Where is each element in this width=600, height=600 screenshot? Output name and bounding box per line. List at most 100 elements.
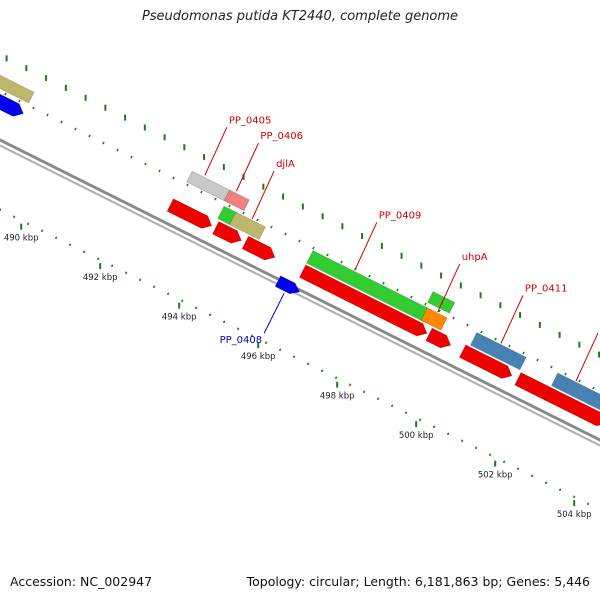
tick-dot-outer: [152, 285, 156, 289]
tick-dot-outer: [432, 425, 436, 429]
label-leader-PP_0412: [575, 332, 599, 382]
tick-dot-inner: [452, 316, 455, 320]
tick-dot-outer: [0, 208, 2, 212]
ruler-label: 504 kbp: [557, 510, 592, 520]
ruler-label: 492 kbp: [83, 273, 118, 283]
tick-dot-inner: [242, 211, 245, 215]
tick-dot-inner: [536, 358, 539, 362]
gene-label-PP_0406: PP_0406: [260, 131, 303, 142]
tick-dot-inner: [4, 92, 7, 96]
ruler-label: 494 kbp: [162, 313, 197, 323]
feature-uhpA-box: [420, 307, 448, 331]
tick-dot-inner: [550, 365, 553, 369]
tick-dot-inner: [102, 141, 105, 145]
feature-PP_0411-red: [459, 344, 513, 379]
backbone-line-shadow: [0, 144, 600, 447]
feature-blue-left: [0, 93, 24, 117]
tick-dot-outer: [236, 327, 240, 331]
outer-tick: [479, 292, 482, 299]
tick-dot-inner: [32, 106, 35, 110]
outer-tick: [400, 252, 403, 259]
ruler-tick: [20, 223, 23, 230]
tick-dot-outer: [222, 320, 226, 324]
tick-dot-outer: [320, 369, 324, 373]
ruler-label: 490 kbp: [4, 234, 39, 244]
feature-PP_0405-box: [186, 170, 231, 202]
outer-tick: [242, 173, 245, 180]
tick-dot-inner: [494, 337, 497, 341]
label-leader-PP_0409: [354, 222, 378, 271]
outer-tick: [124, 114, 127, 121]
tick-dot-inner: [340, 260, 343, 264]
ruler-label: 500 kbp: [399, 431, 434, 441]
tick-dot-outer: [558, 488, 562, 492]
backbone-line: [0, 138, 600, 442]
tick-dot-outer: [124, 271, 128, 275]
tick-dot-outer: [488, 453, 492, 457]
tick-dot-inner: [592, 386, 595, 390]
tick-dot-inner: [438, 309, 441, 313]
tick-dot-inner: [186, 183, 189, 187]
outer-tick: [558, 331, 561, 338]
outer-tick: [459, 282, 462, 289]
tick-dot-outer: [404, 411, 408, 415]
tick-dot-outer: [68, 243, 72, 247]
feature-PP_0412-box: [551, 372, 600, 411]
tick-dot-inner: [60, 120, 63, 124]
tick-dot-outer: [82, 250, 86, 254]
feature-red-a: [166, 198, 213, 229]
ruler-label: 502 kbp: [478, 471, 513, 481]
tick-dot-inner: [158, 169, 161, 173]
tick-dot-inner: [74, 127, 77, 131]
label-leader-PP_0406: [235, 142, 259, 192]
feature-PP_0408-box: [274, 275, 301, 295]
tick-dot-inner: [326, 253, 329, 257]
tick-dot-inner: [424, 302, 427, 306]
outer-tick: [321, 213, 324, 220]
tick-dot-inner: [522, 351, 525, 355]
outer-tick: [519, 312, 522, 319]
outer-tick: [262, 183, 265, 190]
tick-dot-inner: [130, 155, 133, 159]
outer-tick: [341, 223, 344, 230]
tick-dot-inner: [144, 162, 147, 166]
accession-text: Accession: NC_002947: [10, 574, 153, 589]
feature-PP_0409-box: [306, 250, 432, 323]
ruler-label: 498 kbp: [320, 392, 355, 402]
gene-label-PP_0408: PP_0408: [220, 335, 263, 346]
tick-dot-inner: [368, 274, 371, 278]
feature-djlA-box: [229, 211, 266, 240]
tick-dot-outer: [474, 446, 478, 450]
gene-label-PP_0405: PP_0405: [229, 115, 272, 126]
tick-dot-inner: [312, 246, 315, 250]
tick-dot-outer: [586, 502, 590, 506]
tick-dot-outer: [208, 313, 212, 317]
label-leader-PP_0408: [263, 293, 285, 334]
tick-dot-outer: [194, 306, 198, 310]
tick-dot-inner: [88, 134, 91, 138]
tick-dot-outer: [460, 439, 464, 443]
tick-dot-outer: [292, 355, 296, 359]
outer-tick: [538, 321, 541, 328]
feature-khaki-left: [0, 74, 35, 104]
label-leader-djlA: [251, 170, 275, 220]
tick-dot-outer: [376, 397, 380, 401]
feature-uhpA-green: [427, 291, 456, 314]
feature-red-d: [425, 327, 452, 349]
feature-red-f: [543, 386, 600, 427]
tick-dot-outer: [96, 257, 100, 261]
gene-label-PP_0409: PP_0409: [379, 210, 422, 221]
outer-tick: [578, 341, 581, 348]
ruler-tick: [573, 500, 576, 507]
outer-tick: [5, 55, 8, 62]
tick-dot-inner: [270, 225, 273, 229]
gene-label-djlA: djlA: [276, 159, 295, 170]
label-leader-uhpA: [437, 263, 461, 313]
ruler-tick: [257, 342, 260, 349]
tick-dot-inner: [564, 372, 567, 376]
tick-dot-outer: [348, 383, 352, 387]
genome-summary-text: Topology: circular; Length: 6,181,863 bp…: [246, 574, 590, 589]
outer-tick: [301, 203, 304, 210]
tick-dot-outer: [390, 404, 394, 408]
